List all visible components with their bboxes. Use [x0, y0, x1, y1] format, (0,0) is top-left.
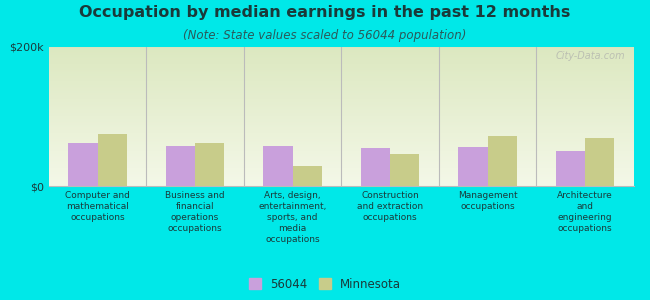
Bar [166, 146, 195, 186]
Bar [556, 151, 585, 186]
Bar [263, 146, 292, 186]
Text: (Note: State values scaled to 56044 population): (Note: State values scaled to 56044 popu… [183, 28, 467, 41]
Bar [195, 143, 224, 186]
Bar [585, 138, 614, 186]
Text: Occupation by median earnings in the past 12 months: Occupation by median earnings in the pas… [79, 4, 571, 20]
Bar [98, 134, 127, 186]
Bar [361, 148, 390, 186]
Legend: 56044, Minnesota: 56044, Minnesota [245, 274, 405, 294]
Bar [488, 136, 517, 186]
Bar [458, 147, 488, 186]
Text: City-Data.com: City-Data.com [555, 51, 625, 61]
Bar [390, 154, 419, 186]
Bar [68, 143, 98, 186]
Bar [292, 166, 322, 186]
